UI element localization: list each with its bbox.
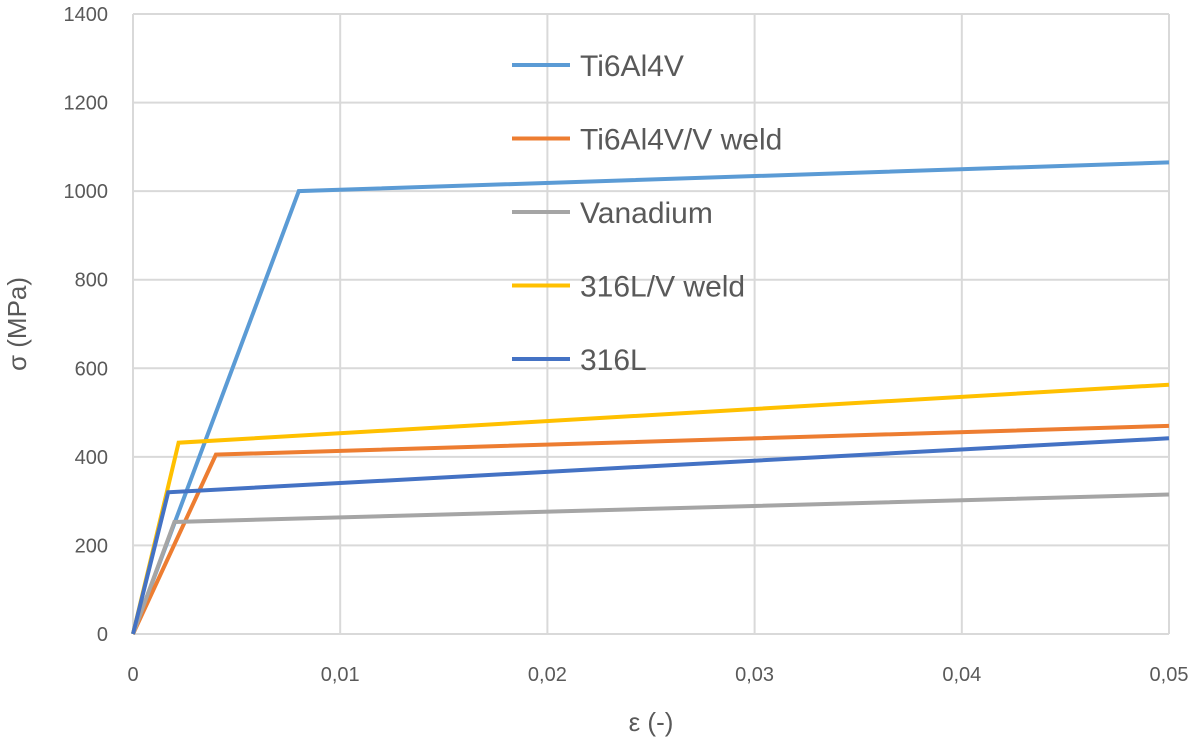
x-tick-label: 0,01 <box>321 664 360 686</box>
y-tick-label: 800 <box>75 270 108 292</box>
x-tick-label: 0 <box>127 664 138 686</box>
series-line-ti6al4v-v-weld <box>131 423 1170 635</box>
y-tick-label: 1400 <box>64 4 109 26</box>
series-lines <box>131 160 1170 635</box>
y-tick-label: 400 <box>75 447 108 469</box>
tick-labels: 0 200 400 600 800 1000 1200 1400 0 0,01 0,02 0,03 0,… <box>64 4 1189 686</box>
y-tick-label: 1200 <box>64 93 109 115</box>
series-line-316l <box>131 436 1170 635</box>
x-tick-label: 0,02 <box>528 664 567 686</box>
legend-label: Ti6Al4V <box>580 50 684 83</box>
legend-label: 316L <box>580 344 647 377</box>
y-axis-title: σ (MPa) <box>2 277 32 371</box>
x-axis-title: ε (-) <box>629 707 674 737</box>
legend: Ti6Al4V Ti6Al4V/V weld Vanadium 316L/V weld… <box>512 50 782 377</box>
grid <box>132 13 1170 635</box>
legend-label: 316L/V weld <box>580 271 745 304</box>
y-tick-label: 600 <box>75 358 108 380</box>
legend-label: Ti6Al4V/V weld <box>580 124 782 157</box>
y-tick-label: 200 <box>75 535 108 557</box>
series-line-vanadium <box>131 492 1170 635</box>
x-tick-label: 0,05 <box>1150 664 1189 686</box>
legend-label: Vanadium <box>580 197 713 230</box>
y-tick-label: 0 <box>97 624 108 646</box>
x-tick-label: 0,03 <box>735 664 774 686</box>
x-tick-label: 0,04 <box>942 664 981 686</box>
series-line-ti6al4v <box>131 160 1170 635</box>
y-tick-label: 1000 <box>64 181 109 203</box>
